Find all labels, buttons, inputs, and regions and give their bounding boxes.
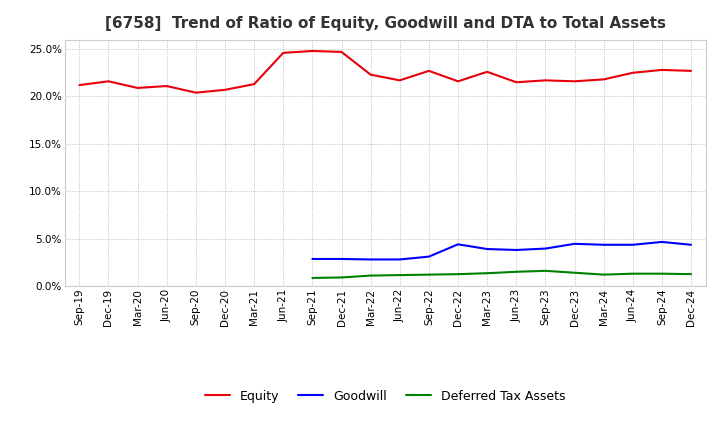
Deferred Tax Assets	[687, 271, 696, 277]
Deferred Tax Assets	[425, 272, 433, 277]
Equity	[192, 90, 200, 95]
Goodwill	[425, 254, 433, 259]
Equity	[512, 80, 521, 85]
Equity	[337, 49, 346, 55]
Deferred Tax Assets	[512, 269, 521, 275]
Equity	[454, 79, 462, 84]
Deferred Tax Assets	[570, 270, 579, 275]
Equity	[541, 78, 550, 83]
Goodwill	[512, 247, 521, 253]
Equity	[250, 81, 258, 87]
Equity	[133, 85, 142, 91]
Equity	[425, 68, 433, 73]
Goodwill	[599, 242, 608, 247]
Equity	[629, 70, 637, 75]
Goodwill	[541, 246, 550, 251]
Equity	[483, 69, 492, 74]
Goodwill	[337, 257, 346, 262]
Deferred Tax Assets	[337, 275, 346, 280]
Equity	[308, 48, 317, 54]
Goodwill	[366, 257, 375, 262]
Goodwill	[570, 241, 579, 246]
Goodwill	[657, 239, 666, 245]
Deferred Tax Assets	[657, 271, 666, 276]
Line: Deferred Tax Assets: Deferred Tax Assets	[312, 271, 691, 278]
Line: Goodwill: Goodwill	[312, 242, 691, 260]
Equity	[599, 77, 608, 82]
Deferred Tax Assets	[629, 271, 637, 276]
Goodwill	[308, 257, 317, 262]
Line: Equity: Equity	[79, 51, 691, 93]
Deferred Tax Assets	[308, 275, 317, 281]
Legend: Equity, Goodwill, Deferred Tax Assets: Equity, Goodwill, Deferred Tax Assets	[200, 385, 570, 408]
Deferred Tax Assets	[454, 271, 462, 277]
Equity	[279, 50, 287, 55]
Equity	[687, 68, 696, 73]
Deferred Tax Assets	[395, 272, 404, 278]
Goodwill	[483, 246, 492, 252]
Equity	[163, 84, 171, 89]
Goodwill	[395, 257, 404, 262]
Equity	[395, 78, 404, 83]
Deferred Tax Assets	[599, 272, 608, 277]
Deferred Tax Assets	[483, 271, 492, 276]
Deferred Tax Assets	[366, 273, 375, 278]
Equity	[75, 82, 84, 88]
Goodwill	[687, 242, 696, 247]
Equity	[220, 87, 229, 92]
Title: [6758]  Trend of Ratio of Equity, Goodwill and DTA to Total Assets: [6758] Trend of Ratio of Equity, Goodwil…	[104, 16, 666, 32]
Goodwill	[629, 242, 637, 247]
Deferred Tax Assets	[541, 268, 550, 274]
Goodwill	[454, 242, 462, 247]
Equity	[366, 72, 375, 77]
Equity	[657, 67, 666, 73]
Equity	[104, 79, 113, 84]
Equity	[570, 79, 579, 84]
